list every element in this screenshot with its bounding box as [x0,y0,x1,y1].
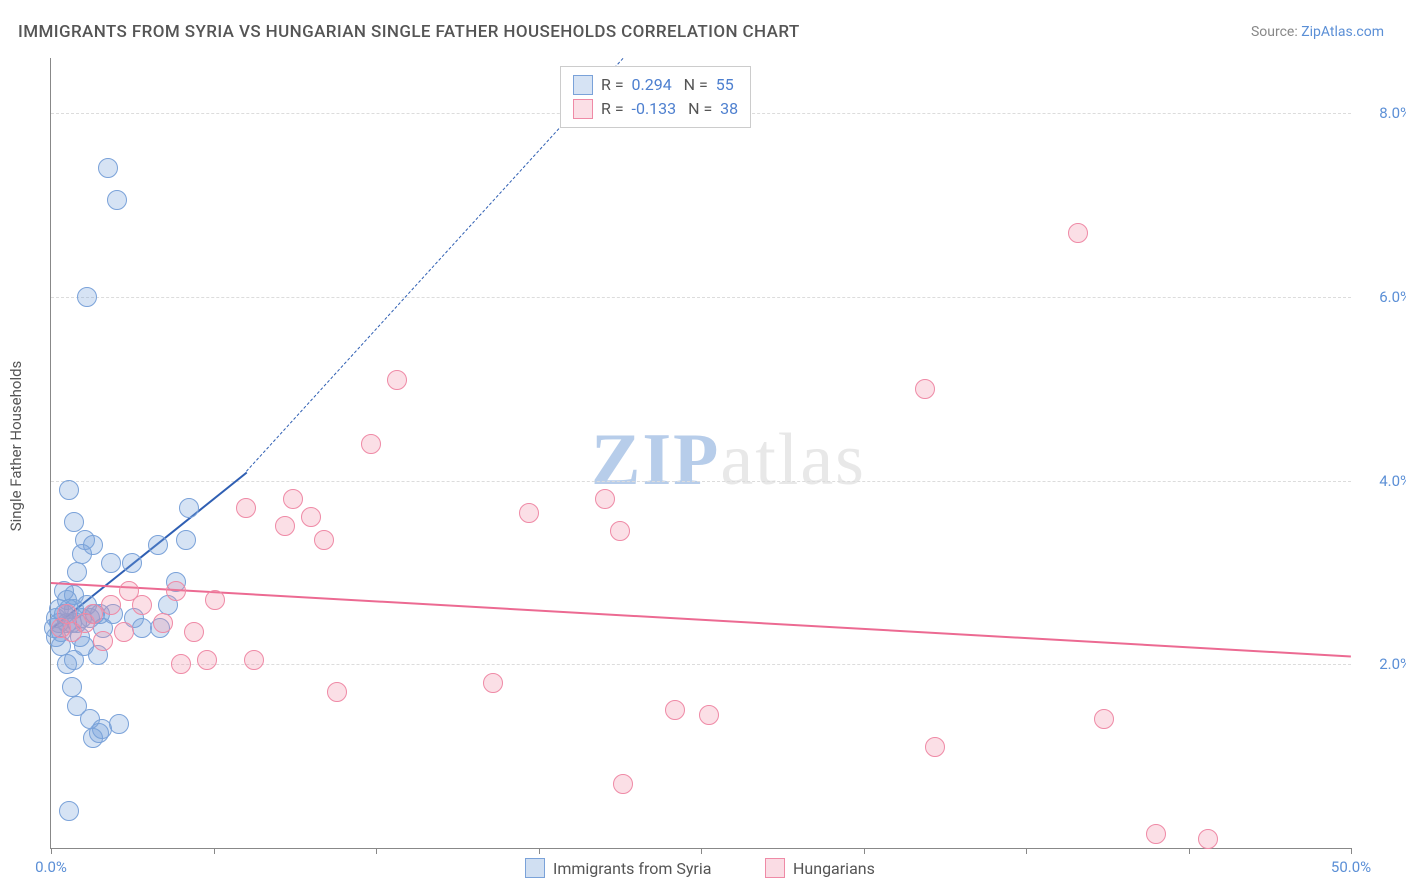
data-point [80,709,100,729]
data-point [101,595,121,615]
source-attribution: Source: ZipAtlas.com [1251,24,1384,40]
legend-series-2: Hungarians [765,858,875,878]
x-tick-mark [701,848,702,854]
data-point [361,434,381,454]
legend-series-1: Immigrants from Syria [525,858,711,878]
stats-legend: R = 0.294 N = 55R = -0.133 N = 38 [560,66,751,128]
data-point [179,498,199,518]
data-point [153,613,173,633]
y-tick-label: 4.0% [1356,472,1406,490]
x-tick-label: 0.0% [35,858,67,876]
x-tick-mark [51,848,52,854]
x-tick-mark [214,848,215,854]
data-point [1068,223,1088,243]
data-point [184,622,204,642]
data-point [301,507,321,527]
data-point [59,480,79,500]
data-point [915,379,935,399]
watermark: ZIPatlas [591,418,866,503]
data-point [83,604,103,624]
source-label: Source: [1251,24,1298,40]
y-axis-label: Single Father Households [7,361,25,532]
data-point [59,801,79,821]
data-point [83,535,103,555]
data-point [699,705,719,725]
x-tick-mark [539,848,540,854]
data-point [132,618,152,638]
scatter-plot: ZIPatlas 2.0%4.0%6.0%8.0%0.0%50.0% [50,58,1351,849]
data-point [314,530,334,550]
data-point [275,516,295,536]
data-point [107,190,127,210]
y-tick-label: 6.0% [1356,288,1406,306]
y-tick-label: 2.0% [1356,655,1406,673]
data-point [1146,824,1166,844]
y-tick-label: 8.0% [1356,104,1406,122]
legend-swatch [573,75,593,95]
data-point [98,158,118,178]
data-point [148,535,168,555]
data-point [77,287,97,307]
data-point [665,700,685,720]
data-point [483,673,503,693]
legend-swatch [573,99,593,119]
x-tick-mark [1026,848,1027,854]
x-tick-mark [376,848,377,854]
legend-swatch-2 [765,858,785,878]
data-point [114,622,134,642]
data-point [925,737,945,757]
data-point [67,562,87,582]
gridline [51,481,1351,482]
data-point [57,604,77,624]
data-point [122,553,142,573]
data-point [62,677,82,697]
x-tick-mark [1189,848,1190,854]
x-tick-label: 50.0% [1331,858,1371,876]
source-link[interactable]: ZipAtlas.com [1301,24,1384,40]
trend-line [51,582,1351,657]
data-point [166,581,186,601]
legend-label-1: Immigrants from Syria [553,859,711,878]
data-point [64,512,84,532]
data-point [327,682,347,702]
legend-swatch-1 [525,858,545,878]
data-point [610,521,630,541]
gridline [51,297,1351,298]
chart-title: IMMIGRANTS FROM SYRIA VS HUNGARIAN SINGL… [18,22,800,42]
data-point [109,714,129,734]
data-point [93,631,113,651]
data-point [1094,709,1114,729]
stats-legend-row: R = -0.133 N = 38 [573,97,738,121]
legend-label-2: Hungarians [793,859,875,878]
data-point [171,654,191,674]
data-point [595,489,615,509]
stats-legend-row: R = 0.294 N = 55 [573,73,738,97]
stats-legend-text: R = -0.133 N = 38 [601,97,738,121]
x-tick-mark [864,848,865,854]
data-point [132,595,152,615]
data-point [1198,829,1218,849]
data-point [176,530,196,550]
stats-legend-text: R = 0.294 N = 55 [601,73,734,97]
data-point [387,370,407,390]
data-point [101,553,121,573]
data-point [283,489,303,509]
x-tick-mark [1351,848,1352,854]
data-point [236,498,256,518]
data-point [197,650,217,670]
data-point [244,650,264,670]
data-point [613,774,633,794]
data-point [205,590,225,610]
data-point [519,503,539,523]
